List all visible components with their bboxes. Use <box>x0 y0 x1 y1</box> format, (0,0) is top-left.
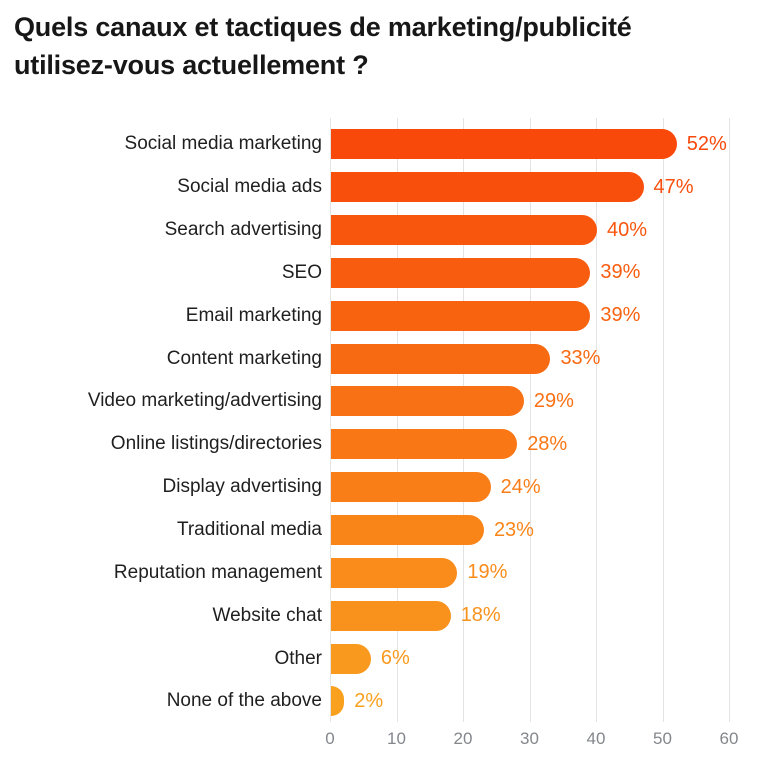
gridline <box>463 118 464 722</box>
bar-track: 19% <box>331 557 761 588</box>
x-tick-label: 30 <box>520 729 539 748</box>
bar <box>331 600 451 631</box>
value-label: 2% <box>354 689 384 712</box>
category-label: Reputation management <box>113 561 322 583</box>
bar-track: 40% <box>331 215 761 246</box>
plot-area <box>0 118 761 722</box>
x-tick-label: 10 <box>387 729 406 748</box>
bar-track: 29% <box>331 386 761 417</box>
value-label: 39% <box>600 304 641 327</box>
category-label: Online listings/directories <box>110 433 322 455</box>
bar-row: None of the above 2% <box>0 680 761 723</box>
bar-row: Social media ads 47% <box>0 166 761 209</box>
value-label: 6% <box>380 647 410 670</box>
x-tick-label: 60 <box>719 729 739 748</box>
bar <box>331 515 484 546</box>
bar-row: Video marketing/advertising 29% <box>0 380 761 423</box>
category-label: Traditional media <box>176 519 322 541</box>
bar-track: 47% <box>331 172 761 203</box>
x-tick-label: 40 <box>586 729 606 748</box>
x-tick-label: 50 <box>653 729 672 748</box>
bar-track: 23% <box>331 515 761 546</box>
value-label: 24% <box>500 475 541 498</box>
bar <box>331 686 345 717</box>
bar-row: Content marketing 33% <box>0 337 761 380</box>
chart-title-line1: Quels canaux et tactiques de marketing/p… <box>14 12 632 42</box>
category-label: Video marketing/advertising <box>87 390 322 412</box>
x-tick-label: 20 <box>453 729 473 748</box>
bar-rows: Social media marketing 52% Social media … <box>0 123 761 723</box>
bar-track: 28% <box>331 429 761 460</box>
bar-row: Traditional media 23% <box>0 509 761 552</box>
bar <box>331 257 591 288</box>
bar <box>331 172 644 203</box>
value-label: 39% <box>600 261 641 284</box>
bar <box>331 300 591 331</box>
bar <box>331 215 597 246</box>
category-label: Content marketing <box>166 347 322 369</box>
value-label: 23% <box>493 518 534 541</box>
bar-row: Online listings/directories 28% <box>0 423 761 466</box>
bar-row: Website chat 18% <box>0 594 761 637</box>
value-label: 29% <box>533 389 574 412</box>
bar-track: 39% <box>331 257 761 288</box>
value-label: 52% <box>686 132 727 155</box>
bar-track: 2% <box>331 686 761 717</box>
bar-row: Other 6% <box>0 637 761 680</box>
value-label: 28% <box>527 432 568 455</box>
gridline <box>529 118 531 722</box>
gridline <box>330 118 331 722</box>
bar <box>331 386 524 417</box>
value-label: 47% <box>653 175 694 198</box>
bar <box>331 129 677 160</box>
x-tick-label: 0 <box>325 729 335 748</box>
gridline <box>729 118 730 722</box>
bar-track: 33% <box>331 343 761 374</box>
bar-row: SEO 39% <box>0 252 761 295</box>
category-label: Other <box>274 647 322 669</box>
bar-track: 39% <box>331 300 761 331</box>
bar-row: Email marketing 39% <box>0 294 761 337</box>
chart-title: Quels canaux et tactiques de marketing/p… <box>14 8 754 84</box>
bar-row: Search advertising 40% <box>0 209 761 252</box>
gridline <box>662 118 664 722</box>
value-label: 18% <box>460 604 501 627</box>
category-label: SEO <box>281 261 322 283</box>
gridline <box>396 118 398 722</box>
bar-track: 52% <box>331 129 761 160</box>
bar <box>331 429 518 460</box>
bar-track: 24% <box>331 472 761 503</box>
bar-track: 18% <box>331 600 761 631</box>
category-label: Email marketing <box>185 304 322 326</box>
value-label: 33% <box>560 347 601 370</box>
gridline <box>596 118 597 722</box>
category-label: Social media marketing <box>124 133 322 155</box>
chart-title-line2: utilisez-vous actuellement ? <box>14 50 369 80</box>
bar-row: Reputation management 19% <box>0 551 761 594</box>
bar <box>331 557 458 588</box>
category-label: Website chat <box>212 604 322 626</box>
bar-track: 6% <box>331 643 761 674</box>
category-label: Social media ads <box>177 176 322 198</box>
category-label: None of the above <box>166 690 322 712</box>
bar-row: Social media marketing 52% <box>0 123 761 166</box>
category-label: Display advertising <box>162 476 322 498</box>
bar <box>331 343 551 374</box>
bar-row: Display advertising 24% <box>0 466 761 509</box>
bar <box>331 472 491 503</box>
value-label: 19% <box>467 561 508 584</box>
category-label: Search advertising <box>164 219 322 241</box>
value-label: 40% <box>607 218 648 241</box>
bar <box>331 643 371 674</box>
x-axis: 0 10 20 30 40 50 60 <box>0 729 761 753</box>
